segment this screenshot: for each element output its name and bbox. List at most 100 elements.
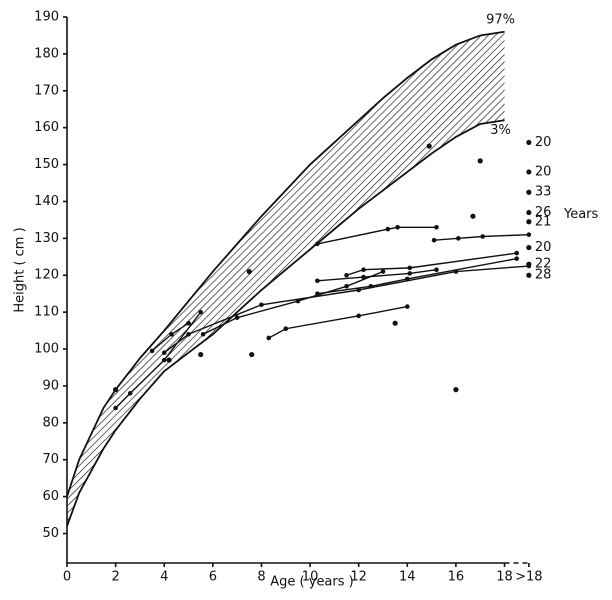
x-tick-label: >18	[515, 570, 542, 585]
patient-point	[434, 224, 439, 230]
patient-point	[456, 236, 461, 241]
single-point	[426, 143, 432, 149]
patient-point	[356, 313, 361, 319]
single-point	[477, 158, 483, 164]
adult-age-label: 33	[535, 185, 552, 200]
patient-point	[161, 357, 167, 363]
adult-age-label: 22	[535, 257, 552, 272]
x-tick-label: 10	[302, 570, 319, 585]
y-tick-label: 160	[34, 120, 59, 135]
patient-point	[295, 298, 301, 304]
patient-point	[407, 271, 413, 276]
adult-point	[526, 219, 532, 225]
patient-point	[434, 267, 439, 273]
adult-age-label: 28	[535, 268, 552, 283]
patient-point	[405, 304, 410, 309]
y-tick-label: 180	[34, 46, 59, 61]
patient-point	[407, 265, 413, 271]
patient-line	[317, 269, 437, 282]
patient-point	[186, 331, 191, 337]
patient-point	[161, 350, 167, 356]
percentile-curve	[66, 119, 505, 527]
y-tick-label: 80	[42, 415, 59, 430]
y-tick-label: 100	[34, 342, 59, 357]
x-tick-label: 0	[63, 570, 71, 585]
patient-point	[514, 250, 519, 256]
y-tick-label: 90	[42, 378, 59, 393]
adult-point	[526, 244, 532, 251]
single-point	[392, 320, 398, 326]
patient-line	[317, 257, 517, 295]
patient-point	[344, 272, 349, 278]
x-tick-label: 8	[257, 570, 265, 585]
patient-line	[433, 233, 529, 241]
y-tick-label: 170	[34, 83, 59, 98]
y-tick-label: 130	[34, 231, 59, 246]
patient-point	[361, 267, 366, 273]
adult-point	[526, 272, 532, 278]
patient-point	[198, 309, 203, 315]
patient-point	[315, 278, 320, 284]
x-axis-label: Age ( years )	[270, 575, 353, 590]
patient-point	[431, 237, 437, 243]
patient-line	[346, 252, 517, 276]
x-tick-label: 6	[209, 570, 217, 585]
adult-point	[526, 169, 532, 175]
percentile-label: 3%	[490, 123, 511, 138]
patient-point	[127, 390, 133, 396]
patient-point	[380, 269, 386, 274]
patient-point	[453, 269, 459, 274]
percentile-curve	[66, 30, 505, 497]
patient-point	[344, 284, 349, 289]
patient-point	[526, 232, 532, 237]
patient-point	[113, 405, 118, 411]
percentile-band	[67, 31, 505, 527]
y-tick-label: 110	[34, 305, 59, 320]
patient-point	[480, 234, 485, 239]
y-axis-label: Height ( cm )	[13, 227, 28, 312]
y-tick-label: 50	[42, 526, 59, 541]
patient-point	[315, 241, 320, 247]
patient-point	[200, 331, 206, 337]
patient-line	[317, 226, 437, 245]
adult-age-label: 21	[535, 214, 552, 229]
single-point	[246, 268, 252, 275]
single-point	[166, 357, 172, 363]
single-point	[198, 351, 204, 358]
adult-point	[526, 189, 532, 195]
single-point	[470, 213, 476, 219]
y-tick-label: 140	[34, 194, 59, 209]
y-tick-label: 190	[34, 10, 59, 25]
patient-point	[283, 326, 289, 332]
x-tick-label: 14	[399, 570, 416, 585]
adult-point	[526, 139, 532, 146]
x-tick-label: 2	[111, 570, 119, 585]
y-tick-label: 120	[34, 268, 59, 283]
adult-age-unit: Years	[563, 207, 599, 222]
adult-age-label: 26	[535, 205, 552, 220]
x-tick-label: 16	[448, 570, 465, 585]
adult-age-label: 20	[535, 164, 552, 179]
patient-point	[149, 348, 155, 354]
single-point	[113, 387, 119, 393]
patient-line	[115, 311, 202, 409]
percentile-label: 97%	[486, 12, 515, 27]
single-point	[249, 351, 255, 358]
patient-point	[169, 331, 174, 337]
patient-point	[234, 315, 240, 320]
y-tick-label: 70	[42, 452, 59, 467]
x-tick-label: 4	[160, 570, 168, 585]
adult-point	[526, 209, 532, 216]
patient-point	[514, 256, 519, 261]
patient-point	[385, 226, 391, 232]
patient-point	[259, 302, 264, 308]
x-tick-label: 12	[350, 570, 367, 585]
patient-point	[395, 224, 400, 230]
y-tick-label: 60	[42, 489, 59, 504]
x-tick-label: 18	[496, 570, 513, 585]
single-point	[453, 387, 459, 393]
patient-line	[268, 305, 408, 339]
adult-age-label: 20	[535, 240, 552, 255]
adult-point	[526, 261, 532, 267]
